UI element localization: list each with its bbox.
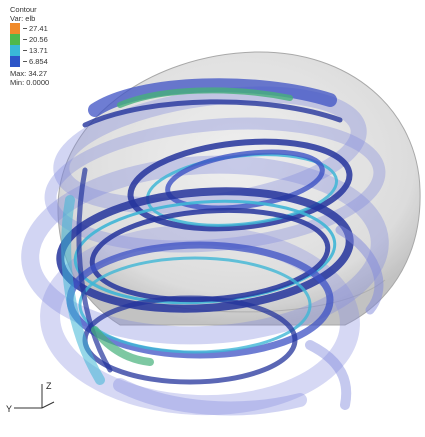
legend-level: 27.41	[10, 23, 90, 34]
legend-swatch-blue	[10, 56, 20, 67]
legend-swatch-orange	[10, 23, 20, 34]
legend-level-label: 13.71	[29, 46, 48, 55]
contour-legend: Contour Var: elb 27.41 20.56 13.71 6.854…	[10, 5, 90, 87]
legend-level-label: 6.854	[29, 57, 48, 66]
axis-z-label: Z	[46, 381, 52, 391]
legend-swatch-cyan	[10, 45, 20, 56]
legend-level-label: 27.41	[29, 24, 48, 33]
legend-level: 20.56	[10, 34, 90, 45]
legend-level: 6.854	[10, 56, 90, 67]
legend-swatch-green	[10, 34, 20, 45]
legend-max: Max: 34.27	[10, 69, 90, 78]
legend-level-label: 20.56	[29, 35, 48, 44]
axis-y-label: Y	[6, 404, 12, 414]
legend-level: 13.71	[10, 45, 90, 56]
legend-variable: Var: elb	[10, 14, 90, 23]
legend-min: Min: 0.0000	[10, 78, 49, 87]
legend-title: Contour	[10, 5, 90, 14]
